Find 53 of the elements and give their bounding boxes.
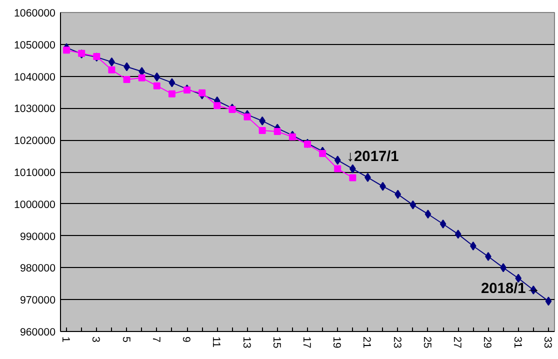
x-tick-label: 25	[420, 336, 433, 348]
y-tick-label: 1060000	[14, 8, 56, 20]
x-tick-label: 17	[300, 336, 312, 348]
point	[198, 89, 206, 96]
x-tick-label: 21	[360, 336, 373, 348]
y-tick-label: 1030000	[14, 103, 56, 116]
point	[274, 128, 281, 135]
point	[424, 210, 432, 219]
point	[440, 219, 446, 228]
y-tick-label: 960000	[20, 326, 56, 338]
point	[258, 127, 266, 134]
x-tick-label: 15	[270, 336, 282, 348]
y-tick-label: 1050000	[14, 39, 56, 52]
x-tick-label: 7	[150, 336, 162, 342]
point	[545, 296, 552, 306]
point	[108, 66, 116, 74]
point	[349, 174, 356, 182]
x-tick-label: 27	[451, 336, 464, 348]
y-tick-label: 1020000	[14, 135, 56, 148]
x-tick-label: 31	[511, 336, 524, 348]
x-tick-label: 1	[60, 336, 72, 342]
x-tick-label: 11	[210, 336, 222, 348]
point	[154, 72, 160, 82]
point	[153, 82, 160, 90]
annotation: ↓2017/1	[346, 148, 399, 165]
point	[168, 78, 176, 88]
point	[244, 113, 251, 120]
point	[319, 150, 326, 157]
point	[288, 133, 296, 140]
point	[410, 200, 416, 210]
x-tick-label: 33	[541, 336, 554, 348]
point	[334, 156, 341, 165]
y-tick-label: 1000000	[14, 198, 56, 211]
x-tick-label: 5	[120, 336, 132, 342]
point	[63, 46, 70, 54]
point	[334, 165, 342, 172]
point	[394, 190, 402, 199]
y-tick-label: 970000	[20, 294, 56, 307]
x-tick-label: 19	[330, 336, 343, 348]
y-tick-label: 1040000	[14, 71, 56, 84]
x-tick-label: 29	[481, 336, 494, 348]
point	[454, 230, 462, 239]
point	[168, 90, 176, 98]
point	[214, 102, 221, 110]
point	[123, 76, 130, 83]
x-tick-label: 23	[390, 336, 403, 348]
point	[138, 74, 146, 82]
y-tick-label: 1010000	[14, 167, 56, 179]
y-tick-label: 980000	[20, 262, 56, 275]
y-tick-label: 990000	[20, 230, 56, 243]
x-tick-label: 13	[240, 336, 252, 348]
x-tick-label: 3	[90, 336, 102, 342]
x-tick-label: 9	[180, 336, 192, 342]
